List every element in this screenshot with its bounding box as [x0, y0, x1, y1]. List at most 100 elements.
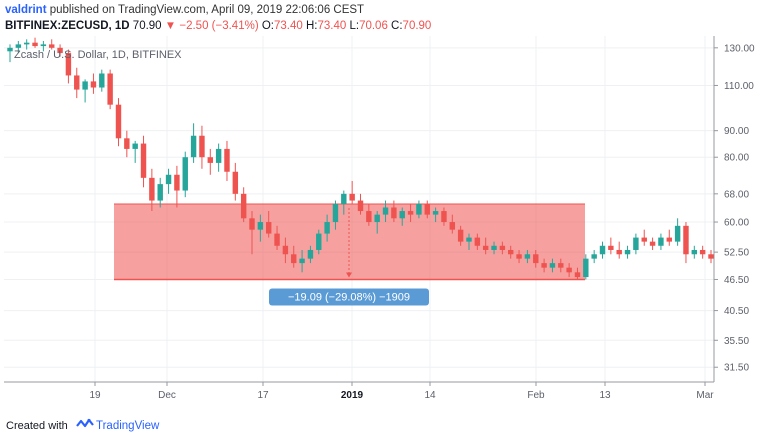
open-value: 73.40	[274, 20, 303, 32]
open-label: O:	[261, 20, 274, 32]
candle-body	[199, 135, 205, 158]
candle-body	[307, 249, 314, 259]
chart-header: valdrint published on TradingView.com, A…	[0, 0, 768, 36]
low-value: 70.06	[359, 20, 388, 32]
candle-body	[291, 254, 297, 264]
candle-body	[57, 47, 63, 54]
candle-body	[499, 245, 506, 250]
candle-body	[374, 214, 380, 223]
candle-body	[207, 157, 213, 163]
x-tick-label: 13	[599, 390, 611, 401]
x-tick-label: 19	[89, 390, 101, 401]
candle-body	[149, 177, 155, 201]
candle-body	[516, 254, 522, 259]
candle-body	[316, 233, 322, 250]
candle-body	[491, 245, 497, 250]
last-price: 70.90	[132, 20, 162, 32]
candle-body	[674, 225, 681, 242]
candle-body	[165, 174, 172, 185]
candle-body	[633, 237, 639, 250]
ohlc-line: BITFINEX:ZECUSD, 1D 70.90 ▼ −2.50 (−3.41…	[5, 20, 431, 32]
candle-body	[558, 263, 564, 268]
candle-body	[466, 237, 472, 242]
measure-label-text: −19.09 (−29.08%) −1909	[288, 291, 410, 303]
low-label: L:	[349, 20, 360, 32]
y-tick-label: 60.00	[724, 218, 749, 229]
candle-body	[224, 148, 230, 172]
candle-body	[666, 237, 672, 242]
x-tick-label: 17	[257, 390, 269, 401]
candle-body	[349, 193, 355, 201]
candle-body	[115, 104, 122, 139]
high-value: 73.40	[317, 20, 347, 32]
candle-body	[549, 263, 556, 268]
x-tick-label: 2019	[341, 390, 364, 401]
candle-body	[416, 203, 422, 215]
y-tick-label: 130.00	[724, 43, 755, 54]
symbol-label: BITFINEX:ZECUSD, 1D	[5, 20, 130, 32]
measure-label-bg	[269, 288, 429, 306]
candle-body	[32, 42, 38, 47]
y-tick-label: 35.50	[724, 336, 749, 347]
candle-body	[232, 171, 239, 194]
y-tick-label: 80.00	[724, 153, 749, 164]
price-change: −2.50 (−3.41%)	[179, 20, 259, 32]
candle-body	[99, 73, 105, 88]
candle-body	[190, 135, 197, 158]
y-tick-label: 90.00	[724, 126, 749, 137]
candle-body	[624, 249, 631, 255]
candle-body	[124, 138, 130, 149]
y-tick-label: 68.00	[724, 189, 749, 200]
candle-body	[324, 222, 330, 234]
tradingview-logo-icon[interactable]	[76, 418, 94, 432]
candle-body	[132, 143, 138, 149]
created-with-label: Created with	[6, 420, 68, 432]
price-chart[interactable]: 130.00 110.00 90.00 80.00 68.00 60.00 52.50 46.…	[0, 36, 768, 410]
candle-body	[482, 245, 489, 250]
candle-body	[474, 237, 481, 246]
candle-body	[424, 203, 430, 215]
measure-arrow-head	[346, 272, 352, 278]
candle-body	[366, 211, 372, 223]
candle-body	[157, 184, 163, 201]
x-tick-label: Feb	[527, 390, 545, 401]
down-arrow-icon: ▼	[164, 20, 177, 32]
candle-body	[407, 211, 414, 215]
y-tick-label: 46.50	[724, 275, 749, 286]
publish-line: valdrint published on TradingView.com, A…	[5, 4, 364, 16]
candle-body	[274, 233, 280, 246]
chart-title: Zcash / U.S. Dollar, 1D, BITFINEX	[14, 49, 182, 61]
candle-body	[691, 249, 698, 255]
candle-body	[107, 73, 113, 105]
candle-body	[257, 222, 264, 230]
candle-body	[82, 81, 88, 90]
candle-body	[641, 237, 647, 242]
y-tick-label: 31.50	[724, 363, 749, 374]
candle-body	[391, 207, 397, 219]
y-tick-label: 52.50	[724, 248, 749, 259]
candle-body	[524, 254, 531, 259]
tradingview-brand[interactable]: TradingView	[96, 420, 160, 432]
candle-body	[249, 218, 255, 230]
x-tick-label: Mar	[696, 390, 714, 401]
candle-body	[299, 258, 305, 264]
candle-body	[215, 148, 222, 163]
candle-body	[282, 245, 289, 255]
author-name[interactable]: valdrint	[5, 4, 47, 16]
candle-body	[541, 263, 547, 268]
candle-body	[457, 229, 464, 242]
candle-body	[533, 254, 539, 264]
candle-body	[683, 225, 689, 255]
candle-body	[174, 174, 180, 191]
close-label: C:	[391, 20, 403, 32]
candle-body	[23, 42, 30, 45]
footer: Created with TradingView	[0, 410, 768, 442]
candle-body	[708, 254, 714, 259]
candle-body	[341, 193, 347, 204]
candle-body	[15, 44, 22, 48]
candle-body	[265, 222, 272, 234]
candle-body	[441, 211, 447, 223]
candle-body	[74, 75, 80, 90]
candle-body	[699, 249, 706, 255]
candle-body	[608, 245, 614, 250]
